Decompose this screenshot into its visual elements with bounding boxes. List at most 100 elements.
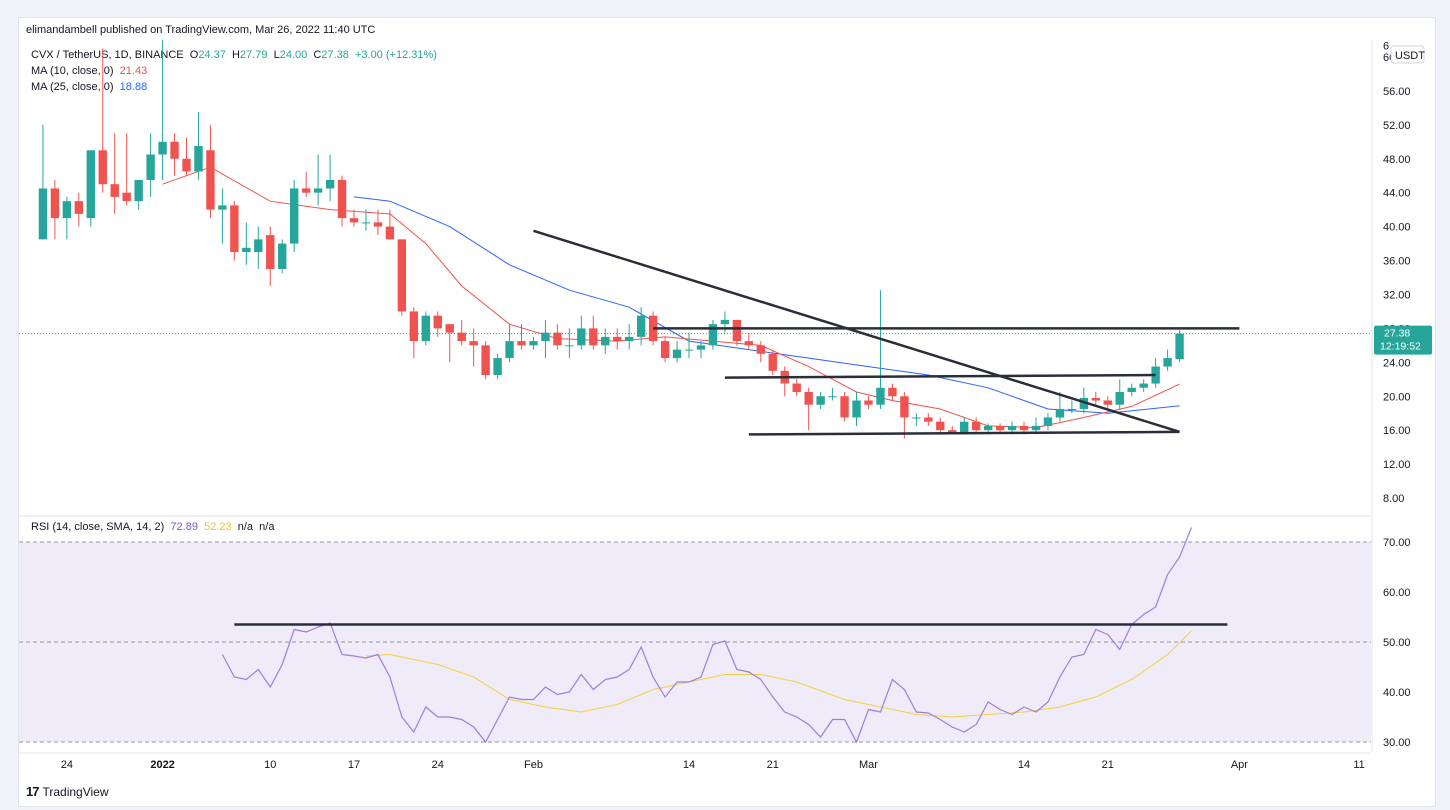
candle-body[interactable] <box>254 239 263 253</box>
candle-body[interactable] <box>517 341 526 346</box>
candle-body[interactable] <box>134 179 143 202</box>
currency-button[interactable] <box>1390 45 1425 64</box>
candle-body[interactable] <box>708 324 718 346</box>
candle-body[interactable] <box>1091 397 1101 401</box>
currency-label[interactable]: USDT <box>1395 50 1425 62</box>
candle-body[interactable] <box>792 383 801 393</box>
candle-body[interactable] <box>433 315 442 329</box>
candle-body[interactable] <box>804 392 813 405</box>
candle-body[interactable] <box>1127 387 1136 393</box>
candle-body[interactable] <box>1103 400 1112 405</box>
candle-body[interactable] <box>816 396 825 405</box>
candle-body[interactable] <box>122 192 131 202</box>
candle-body[interactable] <box>1019 425 1029 431</box>
candle-body[interactable] <box>50 188 60 219</box>
candle-body[interactable] <box>876 387 885 405</box>
candle-body[interactable] <box>361 222 371 224</box>
candle-body[interactable] <box>409 311 419 342</box>
candle-body[interactable] <box>218 205 227 210</box>
candle-body[interactable] <box>98 150 107 185</box>
candle-body[interactable] <box>74 201 84 214</box>
candle-body[interactable] <box>1007 425 1017 431</box>
candle-body[interactable] <box>1031 425 1041 431</box>
candle-body[interactable] <box>660 341 670 359</box>
candle-body[interactable] <box>505 341 514 359</box>
candle-body[interactable] <box>289 188 299 244</box>
candle-body[interactable] <box>983 425 993 431</box>
candle-body[interactable] <box>170 141 179 159</box>
candle-body[interactable] <box>840 396 849 418</box>
candle-body[interactable] <box>888 387 897 397</box>
candle-body[interactable] <box>768 353 777 371</box>
rsi-legend[interactable]: RSI (14, close, SMA, 14, 2) 72.89 52.23 … <box>31 521 274 533</box>
candle-body[interactable] <box>493 358 502 376</box>
candle-body[interactable] <box>529 341 538 346</box>
candle-body[interactable] <box>301 188 311 193</box>
candle-body[interactable] <box>589 328 598 346</box>
candle-body[interactable] <box>230 205 239 253</box>
price-trendline[interactable] <box>748 430 1180 436</box>
candle-body[interactable] <box>756 345 765 354</box>
symbol-label[interactable]: CVX / TetherUS, 1D, BINANCE <box>31 49 184 61</box>
candle-body[interactable] <box>828 396 837 398</box>
candle-body[interactable] <box>278 243 287 270</box>
candle-body[interactable] <box>242 247 251 253</box>
ma25-row[interactable]: MA (25, close, 0) 18.88 <box>31 79 437 95</box>
candle-body[interactable] <box>266 235 275 270</box>
candle-body[interactable] <box>337 179 347 219</box>
candle-body[interactable] <box>900 396 909 418</box>
candle-body[interactable] <box>553 332 562 346</box>
candle-body[interactable] <box>601 336 610 346</box>
candle-body[interactable] <box>457 332 466 342</box>
candle-body[interactable] <box>86 150 95 219</box>
candle-body[interactable] <box>1139 383 1148 388</box>
candle-body[interactable] <box>541 332 550 342</box>
candle-body[interactable] <box>385 226 395 240</box>
candle-body[interactable] <box>445 324 454 333</box>
candle-body[interactable] <box>625 336 634 342</box>
candle-body[interactable] <box>565 345 574 347</box>
candle-body[interactable] <box>924 417 933 422</box>
candle-body[interactable] <box>313 188 323 193</box>
candle-body[interactable] <box>182 158 191 172</box>
candle-body[interactable] <box>971 421 981 431</box>
candle-body[interactable] <box>732 319 742 342</box>
price-trendline[interactable] <box>533 229 1180 434</box>
candle-body[interactable] <box>995 425 1005 431</box>
candle-body[interactable] <box>852 400 861 418</box>
candle-body[interactable] <box>194 146 203 172</box>
candle-body[interactable] <box>421 315 430 342</box>
candle-body[interactable] <box>373 222 383 227</box>
candle-body[interactable] <box>1043 417 1053 426</box>
candle-body[interactable] <box>38 188 48 240</box>
ma10-row[interactable]: MA (10, close, 0) 21.43 <box>31 63 437 79</box>
candle-body[interactable] <box>744 341 754 346</box>
candle-body[interactable] <box>1163 358 1172 367</box>
candle-body[interactable] <box>349 218 359 223</box>
candle-body[interactable] <box>1079 397 1089 409</box>
candle-body[interactable] <box>397 239 407 312</box>
candle-body[interactable] <box>936 421 945 431</box>
candle-body[interactable] <box>62 201 72 219</box>
candle-body[interactable] <box>720 319 730 325</box>
candle-body[interactable] <box>912 417 921 419</box>
candle-body[interactable] <box>481 345 490 376</box>
candle-body[interactable] <box>1115 392 1124 405</box>
candle-body[interactable] <box>577 328 586 346</box>
candle-body[interactable] <box>1175 333 1184 360</box>
candle-body[interactable] <box>325 179 335 189</box>
price-trendline[interactable] <box>724 373 1156 379</box>
candle-body[interactable] <box>1055 408 1065 418</box>
candle-body[interactable] <box>146 154 155 180</box>
candle-body[interactable] <box>696 345 706 350</box>
candle-body[interactable] <box>636 315 646 337</box>
candle-body[interactable] <box>1067 408 1077 410</box>
candle-body[interactable] <box>684 349 694 351</box>
candle-body[interactable] <box>864 400 873 405</box>
candle-body[interactable] <box>960 421 969 435</box>
candle-body[interactable] <box>672 349 682 359</box>
candle-body[interactable] <box>613 336 622 342</box>
candle-body[interactable] <box>158 141 167 155</box>
candle-body[interactable] <box>206 150 215 210</box>
